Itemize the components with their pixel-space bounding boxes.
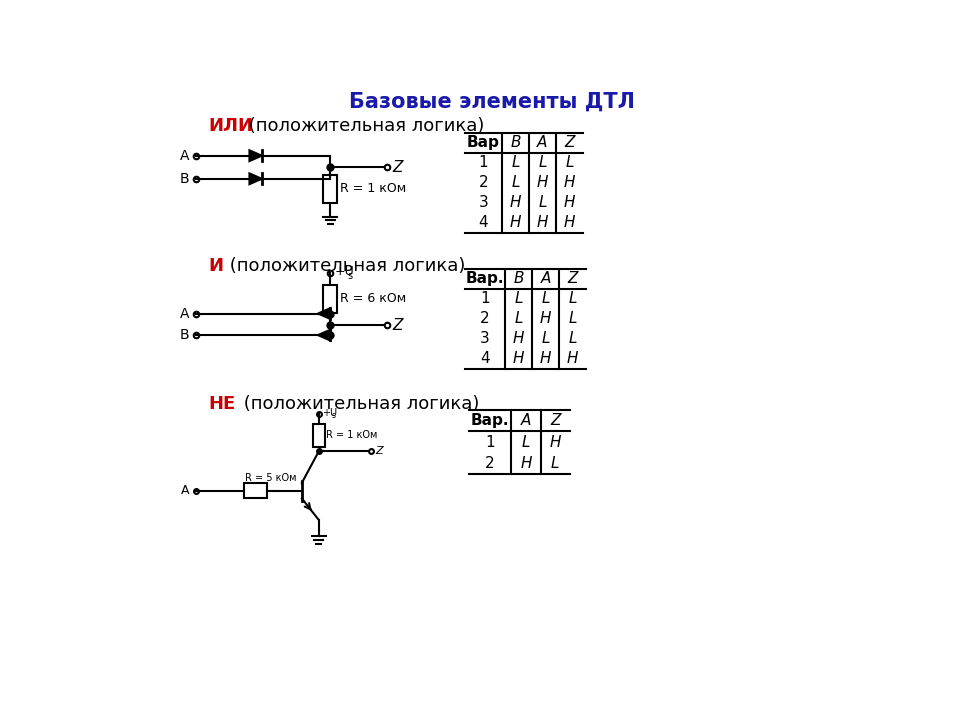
Text: H: H: [537, 175, 548, 190]
Polygon shape: [250, 174, 262, 184]
Text: H: H: [537, 215, 548, 230]
Text: A: A: [520, 413, 531, 428]
Text: 4: 4: [479, 215, 489, 230]
Text: H: H: [540, 351, 551, 366]
Text: H: H: [564, 175, 575, 190]
Text: L: L: [512, 175, 519, 190]
Text: L: L: [515, 292, 523, 307]
Text: (положительная логика): (положительная логика): [224, 257, 466, 275]
Text: (положительная логика): (положительная логика): [243, 117, 484, 135]
Text: H: H: [564, 195, 575, 210]
Bar: [313, 423, 324, 446]
Text: s: s: [332, 411, 336, 420]
Text: +U: +U: [322, 408, 337, 418]
Text: L: L: [568, 292, 577, 307]
Text: R = 5 кОм: R = 5 кОм: [245, 473, 297, 483]
Text: ИЛИ: ИЛИ: [208, 117, 253, 135]
Text: B: B: [180, 172, 189, 186]
Text: s: s: [348, 271, 352, 281]
Text: A: A: [540, 271, 551, 287]
Text: L: L: [515, 312, 523, 326]
Text: B: B: [514, 271, 524, 287]
Text: L: L: [565, 155, 574, 170]
Bar: [324, 175, 337, 202]
Polygon shape: [250, 150, 262, 161]
Text: Z: Z: [392, 318, 402, 333]
Text: R = 1 кОм: R = 1 кОм: [326, 431, 378, 440]
Text: Z: Z: [392, 160, 402, 175]
Text: Базовые элементы ДТЛ: Базовые элементы ДТЛ: [349, 91, 635, 112]
Text: Вар.: Вар.: [466, 271, 504, 287]
Bar: [244, 483, 267, 498]
Text: H: H: [513, 331, 524, 346]
Text: 1: 1: [479, 155, 489, 170]
Text: A: A: [538, 135, 547, 150]
Text: H: H: [566, 351, 578, 366]
Text: H: H: [510, 215, 521, 230]
Text: И: И: [208, 257, 224, 275]
Text: Z: Z: [564, 135, 575, 150]
Text: L: L: [568, 312, 577, 326]
Text: L: L: [568, 331, 577, 346]
Text: H: H: [520, 456, 532, 471]
Polygon shape: [318, 330, 330, 341]
Text: Z: Z: [375, 446, 383, 456]
Text: A: A: [180, 484, 189, 497]
Text: L: L: [539, 195, 546, 210]
Text: Вар.: Вар.: [470, 413, 510, 428]
Text: H: H: [564, 215, 575, 230]
Bar: [324, 285, 337, 312]
Text: H: H: [540, 312, 551, 326]
Text: 2: 2: [479, 175, 489, 190]
Text: B: B: [510, 135, 520, 150]
Text: Вар: Вар: [468, 135, 500, 150]
Text: H: H: [549, 435, 561, 449]
Text: 1: 1: [485, 435, 495, 449]
Text: L: L: [521, 435, 530, 449]
Text: 4: 4: [480, 351, 490, 366]
Text: 2: 2: [480, 312, 490, 326]
Text: A: A: [180, 149, 189, 163]
Text: H: H: [513, 351, 524, 366]
Text: L: L: [541, 331, 550, 346]
Text: A: A: [180, 307, 189, 320]
Text: НЕ: НЕ: [208, 395, 236, 413]
Text: 2: 2: [485, 456, 495, 471]
Text: L: L: [512, 155, 519, 170]
Text: L: L: [551, 456, 560, 471]
Text: 1: 1: [480, 292, 490, 307]
Text: 3: 3: [479, 195, 489, 210]
Text: H: H: [510, 195, 521, 210]
Text: L: L: [541, 292, 550, 307]
Text: (положительная логика): (положительная логика): [238, 395, 479, 413]
Text: Z: Z: [550, 413, 561, 428]
Text: 3: 3: [480, 331, 490, 346]
Text: Z: Z: [567, 271, 578, 287]
Text: L: L: [539, 155, 546, 170]
Text: R = 6 кОм: R = 6 кОм: [340, 292, 406, 305]
Text: R = 1 кОм: R = 1 кОм: [340, 182, 406, 195]
Text: B: B: [180, 328, 189, 342]
Polygon shape: [318, 308, 330, 319]
Text: +U: +U: [334, 266, 354, 279]
